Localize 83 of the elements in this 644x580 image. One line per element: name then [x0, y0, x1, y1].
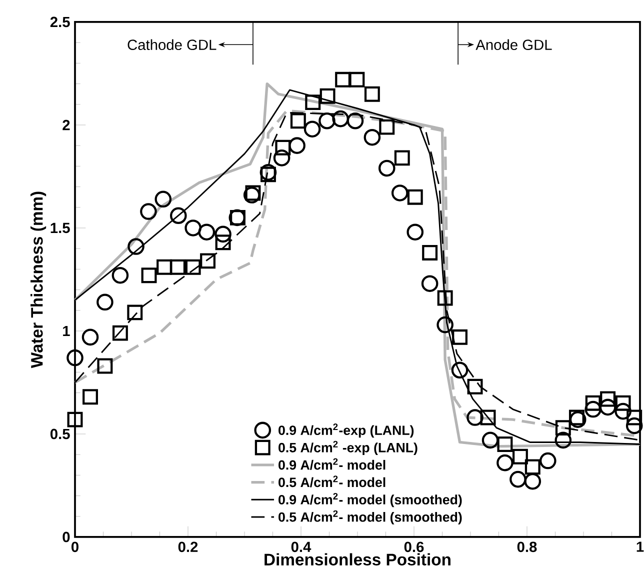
point: [451, 362, 468, 379]
point: [585, 395, 601, 411]
annotation: Anode GDL: [476, 39, 552, 50]
legend-label: 0.9 A/cm$^{2}$- model: [278, 458, 386, 470]
point: [467, 378, 483, 394]
point: [156, 259, 172, 275]
legend-label: 0.5 A/cm$^{2}$- model (smoothed): [278, 510, 462, 524]
legend-label: 0.5 A/cm$^{2}$ -exp (LANL): [278, 440, 418, 455]
point: [67, 412, 83, 428]
point: [540, 452, 556, 470]
point: [364, 86, 380, 102]
point: [275, 140, 291, 156]
point: [305, 94, 321, 110]
point: [141, 268, 157, 284]
point: [349, 72, 365, 88]
point: [66, 349, 84, 366]
point: [480, 410, 496, 426]
point: [127, 304, 143, 320]
point: [140, 203, 157, 220]
point: [524, 459, 540, 475]
point: [332, 110, 349, 128]
point: [318, 112, 336, 130]
point: [170, 259, 186, 275]
point: [452, 329, 468, 345]
point: [200, 253, 216, 269]
point: [497, 436, 513, 452]
point: [82, 389, 98, 405]
y-axis-title: Water Thickness (mm): [30, 192, 46, 368]
y-tick-label: 0.5: [50, 428, 70, 440]
point: [215, 234, 231, 250]
point: [214, 226, 232, 243]
y-tick-label: 2: [62, 120, 70, 130]
point: [346, 112, 364, 130]
point: [614, 402, 632, 420]
legend-label: 0.5 A/cm$^{2}$- model: [278, 476, 386, 488]
point: [626, 410, 642, 426]
point: [422, 244, 438, 260]
x-axis-title: Dimensionless Position: [264, 553, 450, 566]
point: [185, 259, 201, 275]
point: [436, 316, 454, 334]
point: [260, 164, 277, 181]
point: [96, 294, 114, 311]
x-tick-label: 0: [72, 542, 78, 552]
x-tick-label: 0.8: [517, 542, 537, 552]
point: [112, 266, 129, 284]
annotation: Cathode GDL: [128, 39, 216, 50]
point: [154, 190, 172, 208]
point: [437, 290, 453, 306]
point: [198, 224, 216, 241]
point: [112, 325, 128, 341]
point: [626, 417, 643, 434]
legend-label: 0.9 A/cm$^{2}$- model (smoothed): [278, 492, 462, 508]
point: [290, 113, 306, 129]
point: [184, 220, 202, 236]
x-tick-label: 1: [636, 542, 644, 552]
y-tick-label: 1: [63, 326, 70, 336]
point: [335, 72, 351, 88]
y-tick-label: 1.5: [50, 222, 70, 234]
x-tick-label: 0.6: [404, 542, 424, 552]
point: [170, 207, 187, 224]
point: [288, 137, 306, 154]
point: [128, 238, 144, 255]
point: [406, 224, 424, 241]
point: [407, 189, 423, 205]
point: [82, 328, 99, 346]
point: [97, 358, 113, 374]
legend-label: 0.9 A/cm$^{2}$-exp (LANL): [278, 424, 414, 438]
point: [555, 420, 571, 436]
x-tick-label: 0.2: [178, 542, 198, 552]
point: [273, 150, 290, 166]
point: [421, 275, 438, 292]
y-tick-label: 0: [62, 532, 70, 542]
point: [554, 432, 572, 449]
point: [510, 470, 526, 488]
y-tick-label: 2.5: [50, 16, 70, 28]
point: [260, 166, 276, 182]
point: [524, 472, 542, 490]
point: [391, 184, 408, 202]
point: [482, 432, 499, 449]
x-tick-label: 0.4: [291, 542, 312, 552]
point: [320, 88, 336, 104]
point: [304, 120, 321, 138]
point: [466, 409, 484, 426]
